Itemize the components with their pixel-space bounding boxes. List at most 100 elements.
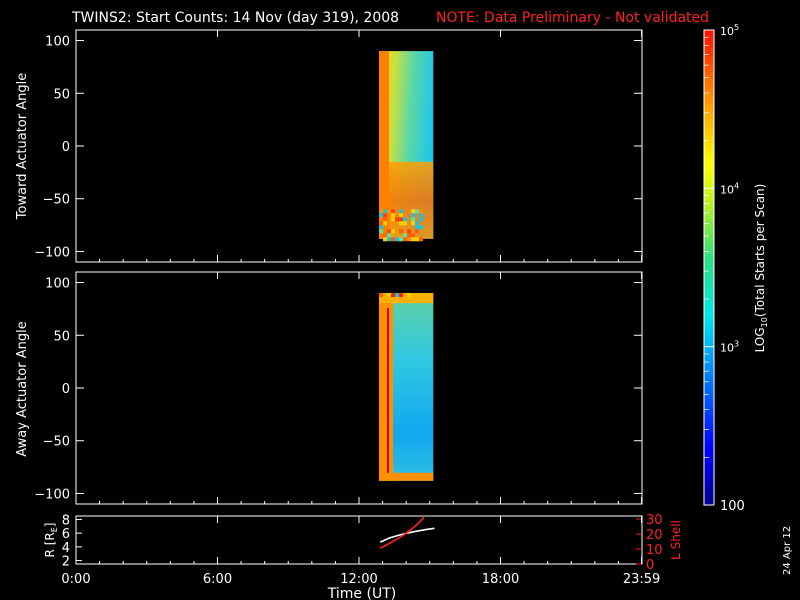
toward-noise-cell [387,209,392,214]
away-ytick-label: −100 [34,487,70,502]
toward-noise-cell [383,217,388,222]
toward-noise-cell [411,209,416,214]
toward-y-axis: 100 50 0 −50 −100 [34,35,642,260]
toward-noise-cell [415,237,420,242]
toward-noise-cell [419,209,424,214]
away-noise-cell [391,293,396,298]
preliminary-note: NOTE: Data Preliminary - Not validated [436,10,709,26]
toward-noise-cell [387,229,392,234]
toward-noise-cell [407,237,412,242]
toward-noise-cell [391,229,396,234]
x-axis-label: Time (UT) [327,586,396,600]
r-ytick-label: 6 [62,527,70,542]
r-ytick-label: 4 [62,541,70,556]
toward-ytick-label: 100 [45,35,70,50]
toward-noise-cell [395,237,400,242]
toward-noise-cell [403,233,408,238]
away-panel-frame [75,271,643,505]
x-tick-label: 0:00 [61,572,90,587]
ephemeris-panel-frame [75,515,643,565]
chart-title: TWINS2: Start Counts: 14 Nov (day 319), … [71,10,399,26]
colorbar-tick-label: 100 [720,499,745,514]
toward-noise-cell [383,209,388,214]
toward-noise-cell [379,221,384,226]
x-tick-label: 12:00 [340,572,377,587]
colorbar [703,29,715,506]
x-axis-ticks: 0:00 6:00 12:00 18:00 23:59 [61,30,660,587]
side-date: 24 Apr 12 [782,526,793,575]
toward-noise-cell [387,237,392,242]
toward-noise-cell [403,237,408,242]
lshell-ytick-label: 0 [646,558,654,573]
away-noise-cell [387,293,392,298]
away-ytick-label: 100 [45,277,70,292]
colorbar-ticks: 105 104 103 100 [704,23,745,514]
toward-noise-cell [383,213,388,218]
toward-ytick-label: −50 [43,193,70,208]
toward-noise-cell [391,237,396,242]
r-ylabel: R [RE] [43,523,59,558]
toward-noise-cell [399,221,404,226]
lshell-ylabel: L Shell [669,520,683,560]
colorbar-label: LOG10(Total Starts per Scan) [753,184,769,353]
x-tick-label: 23:59 [623,572,660,587]
toward-noise-cell [403,217,408,222]
toward-noise-cell [399,209,404,214]
toward-noise-cell [415,221,420,226]
away-ytick-label: 50 [53,329,70,344]
toward-ytick-label: 0 [62,140,70,155]
toward-noise-cell [419,237,424,242]
away-y-axis: 100 50 0 −50 −100 [34,277,642,502]
toward-noise-cell [379,229,384,234]
toward-noise-cell [407,229,412,234]
toward-noise-cell [399,237,404,242]
x-tick-label: 6:00 [203,572,232,587]
colorbar-tick-label: 104 [720,181,739,196]
toward-ytick-label: 50 [53,87,70,102]
lshell-line [379,516,425,550]
x-tick-label: 18:00 [482,572,519,587]
away-ytick-label: 0 [62,382,70,397]
toward-noise-cell [379,225,384,230]
toward-noise-cell [383,233,388,238]
toward-noise-cell [379,213,384,218]
toward-noise-cell [419,217,424,222]
toward-noise-cell [411,217,416,222]
lshell-ytick-label: 20 [646,528,663,543]
toward-noise-cell [415,209,420,214]
away-heatmap [379,293,434,481]
away-ylabel: Away Actuator Angle [15,321,30,456]
toward-noise-cell [419,213,424,218]
ephemeris-lines [379,516,435,550]
away-noise-cell [395,293,400,298]
toward-noise-cell [383,237,388,242]
toward-noise-cell [383,221,388,226]
toward-noise-cell [379,209,384,214]
toward-noise-cell [403,221,408,226]
toward-ytick-label: −100 [34,245,70,260]
toward-noise-cell [399,229,404,234]
toward-noise-cell [399,217,404,222]
lshell-ytick-label: 30 [646,513,663,528]
away-noise-cell [399,293,404,298]
toward-noise-cell [399,213,404,218]
toward-noise-cell [415,225,420,230]
toward-noise-cell [419,225,424,230]
toward-noise-cell [407,233,412,238]
r-ytick-label: 2 [62,555,70,570]
colorbar-tick-label: 105 [720,23,739,38]
toward-noise-cell [391,213,396,218]
toward-noise-cell [411,221,416,226]
away-noise-cell [407,293,412,298]
r-line [379,527,435,543]
toward-noise-cell [415,229,420,234]
away-ytick-label: −50 [43,435,70,450]
toward-noise-cell [395,217,400,222]
toward-noise-cell [411,233,416,238]
toward-panel-frame [75,29,643,263]
toward-noise-cell [411,237,416,242]
colorbar-tick-label: 103 [720,340,739,355]
